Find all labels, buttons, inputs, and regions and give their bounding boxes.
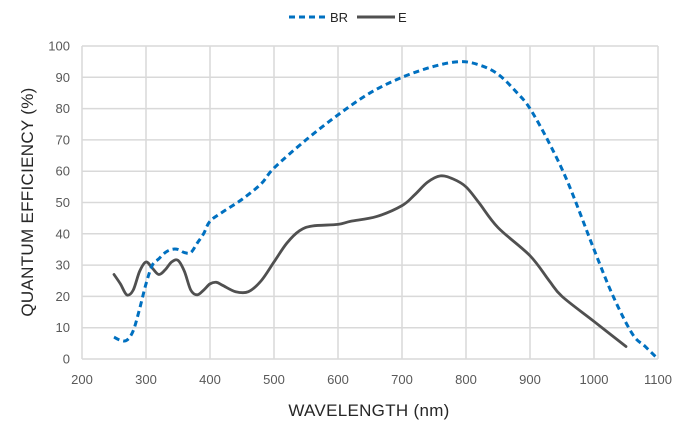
x-tick-label: 1100 <box>644 372 672 387</box>
x-tick-label: 1000 <box>580 372 609 387</box>
legend-label-br: BR <box>330 10 348 25</box>
y-tick-label: 70 <box>56 132 70 147</box>
series-layer <box>112 60 660 361</box>
grid <box>81 45 659 360</box>
y-tick-label: 50 <box>56 195 70 210</box>
x-tick-label: 400 <box>199 372 221 387</box>
x-tick-label: 700 <box>391 372 413 387</box>
x-tick-label: 600 <box>327 372 349 387</box>
y-tick-labels: 0 10 20 30 40 50 60 70 80 90 100 <box>48 39 70 367</box>
y-tick-label: 100 <box>48 39 70 54</box>
x-tick-label: 300 <box>135 372 157 387</box>
y-axis-title: QUANTUM EFFICIENCY (%) <box>18 87 37 316</box>
x-tick-labels: 200 300 400 500 600 700 800 900 1000 1100 <box>71 372 672 387</box>
x-axis-title: WAVELENGTH (nm) <box>288 401 449 420</box>
x-tick-label: 800 <box>455 372 477 387</box>
y-tick-label: 60 <box>56 164 70 179</box>
x-tick-label: 900 <box>519 372 541 387</box>
legend-label-e: E <box>398 10 407 25</box>
series-line-e <box>112 174 628 348</box>
y-tick-label: 90 <box>56 70 70 85</box>
y-tick-label: 80 <box>56 101 70 116</box>
y-tick-label: 20 <box>56 289 70 304</box>
y-tick-label: 30 <box>56 258 70 273</box>
y-tick-label: 40 <box>56 226 70 241</box>
y-tick-label: 10 <box>56 320 70 335</box>
y-tick-label: 0 <box>63 352 70 367</box>
x-tick-label: 500 <box>263 372 285 387</box>
x-tick-label: 200 <box>71 372 93 387</box>
series-line-br <box>113 60 660 361</box>
legend: BR E <box>289 10 407 25</box>
